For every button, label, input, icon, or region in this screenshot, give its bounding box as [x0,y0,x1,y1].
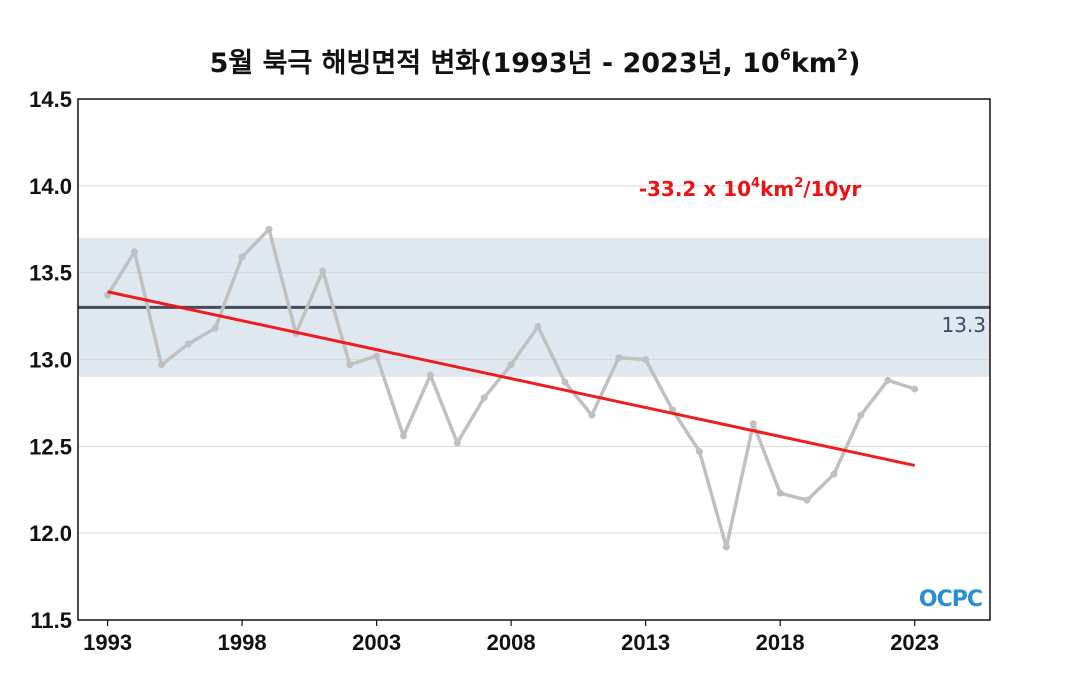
y-tick-label: 14.0 [29,174,72,199]
x-tick-label: 2008 [487,630,536,655]
data-point [400,432,408,440]
data-point [265,225,273,233]
data-point [507,361,515,369]
data-point [453,439,461,447]
y-axis: 14.5 14.0 13.5 13.0 12.5 12.0 11.5 [29,87,72,633]
data-point [588,411,596,419]
x-tick-label: 2013 [621,630,670,655]
y-tick-label: 12.0 [29,521,72,546]
data-point [830,470,838,478]
data-point [480,394,488,402]
y-tick-label: 11.5 [30,608,72,633]
data-point [857,411,865,419]
y-tick-label: 12.5 [29,434,72,459]
y-tick-label: 14.5 [29,87,72,112]
x-tick-label: 2018 [756,630,805,655]
data-point [426,371,434,379]
trend-layer [107,290,915,467]
x-tick-label: 1993 [83,630,132,655]
x-tick-label: 1998 [218,630,267,655]
x-tick-label: 2023 [890,630,939,655]
data-point [884,376,892,384]
reference-value-label: 13.3 [941,313,986,337]
x-tick-label: 2003 [352,630,401,655]
plot-frame [77,98,991,621]
data-point [184,340,192,348]
data-point [911,385,919,393]
data-point [373,352,381,360]
data-point [749,420,757,428]
series-layer [104,225,919,551]
data-point [157,361,165,369]
y-tick-label: 13.5 [29,261,72,286]
trend-line [107,290,915,467]
data-point [722,543,730,551]
data-point [615,354,623,362]
data-point [776,489,784,497]
data-point [319,267,327,275]
data-point [803,496,811,504]
data-point [211,324,219,332]
gridlines [78,185,990,534]
ocpc-logo: OCPC [919,587,982,612]
data-point [346,361,354,369]
data-point [534,323,542,331]
data-point [130,248,138,256]
data-point [642,356,650,363]
x-axis: 1993 1998 2003 2008 2013 2018 2023 [83,620,939,655]
trend-label: -33.2 x 104km2/10yr [639,176,862,201]
data-point [238,253,246,261]
chart-title: 5월 북극 해빙면적 변화(1993년 - 2023년, 106km2) [210,45,861,79]
data-point [561,378,569,386]
y-tick-label: 13.0 [29,348,72,373]
data-point [695,448,703,456]
